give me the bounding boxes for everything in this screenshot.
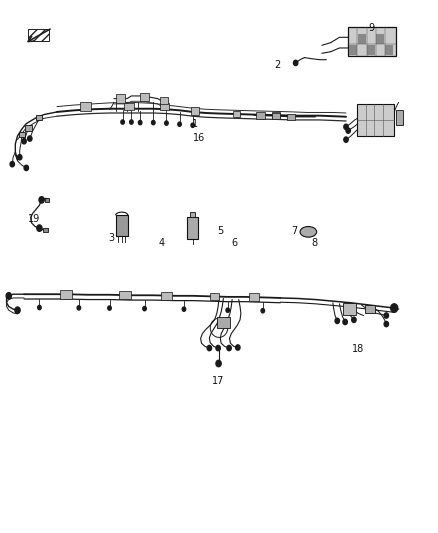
Bar [116,215,128,236]
Circle shape [293,60,298,66]
Bar [217,317,230,328]
Circle shape [18,155,22,160]
Bar [80,102,91,111]
Bar [385,45,393,55]
Bar [119,291,131,300]
Text: 6: 6 [231,238,237,247]
Bar [190,212,195,217]
Text: 8: 8 [311,238,318,247]
Circle shape [216,345,220,351]
Circle shape [391,304,398,312]
Bar [60,290,72,299]
Bar [191,107,199,115]
Bar [396,110,403,125]
Bar [365,305,375,313]
Text: 7: 7 [291,226,297,236]
Bar [376,34,384,44]
Text: 3: 3 [109,233,115,243]
Bar [25,125,32,131]
Circle shape [130,120,133,124]
Bar [45,198,49,202]
Bar [116,94,125,103]
Circle shape [207,345,212,351]
Circle shape [6,293,11,299]
Bar [367,45,375,55]
Circle shape [24,165,28,171]
Text: 17: 17 [212,376,224,386]
Text: 18: 18 [352,344,364,354]
Circle shape [28,136,32,141]
Bar [210,293,219,300]
Bar [343,303,356,315]
Circle shape [343,319,347,325]
Circle shape [344,137,348,142]
Circle shape [108,306,111,310]
Circle shape [227,345,231,351]
Circle shape [352,317,356,322]
Text: 16: 16 [193,133,205,142]
Bar [43,229,48,232]
Bar [19,132,25,137]
Bar [249,293,259,301]
Circle shape [335,318,339,324]
Text: 19: 19 [28,214,40,223]
Circle shape [152,120,155,125]
Circle shape [346,128,350,133]
Circle shape [10,161,14,167]
Bar [124,103,134,110]
Bar [348,27,396,56]
Circle shape [39,197,44,203]
Bar [160,103,169,110]
Circle shape [216,360,221,367]
Bar [187,217,198,239]
Circle shape [138,120,142,125]
Circle shape [165,121,168,125]
Bar [272,112,280,118]
Circle shape [182,307,186,311]
Circle shape [191,123,194,127]
Circle shape [384,321,389,327]
Bar [28,29,49,41]
Bar [140,93,149,101]
Circle shape [344,124,348,130]
Circle shape [37,225,42,231]
Bar [233,111,240,117]
Bar [349,45,357,55]
Bar [160,97,168,104]
Circle shape [22,139,26,144]
Circle shape [178,122,181,126]
Circle shape [261,309,265,313]
Bar [256,112,265,119]
Bar [358,34,366,44]
Bar [36,115,42,120]
Circle shape [15,307,20,313]
Circle shape [143,306,146,311]
Text: 4: 4 [158,238,164,247]
Circle shape [38,305,41,310]
Ellipse shape [300,227,317,237]
Bar [357,104,394,136]
Circle shape [384,313,389,318]
Text: 2: 2 [275,60,281,70]
Circle shape [121,120,124,124]
Text: 1: 1 [192,119,198,128]
Circle shape [226,308,230,312]
Text: 5: 5 [217,226,223,236]
Text: 9: 9 [368,23,374,33]
Circle shape [236,345,240,350]
Circle shape [77,306,81,310]
Bar [161,292,172,300]
Bar [272,113,280,119]
Bar [287,114,295,120]
